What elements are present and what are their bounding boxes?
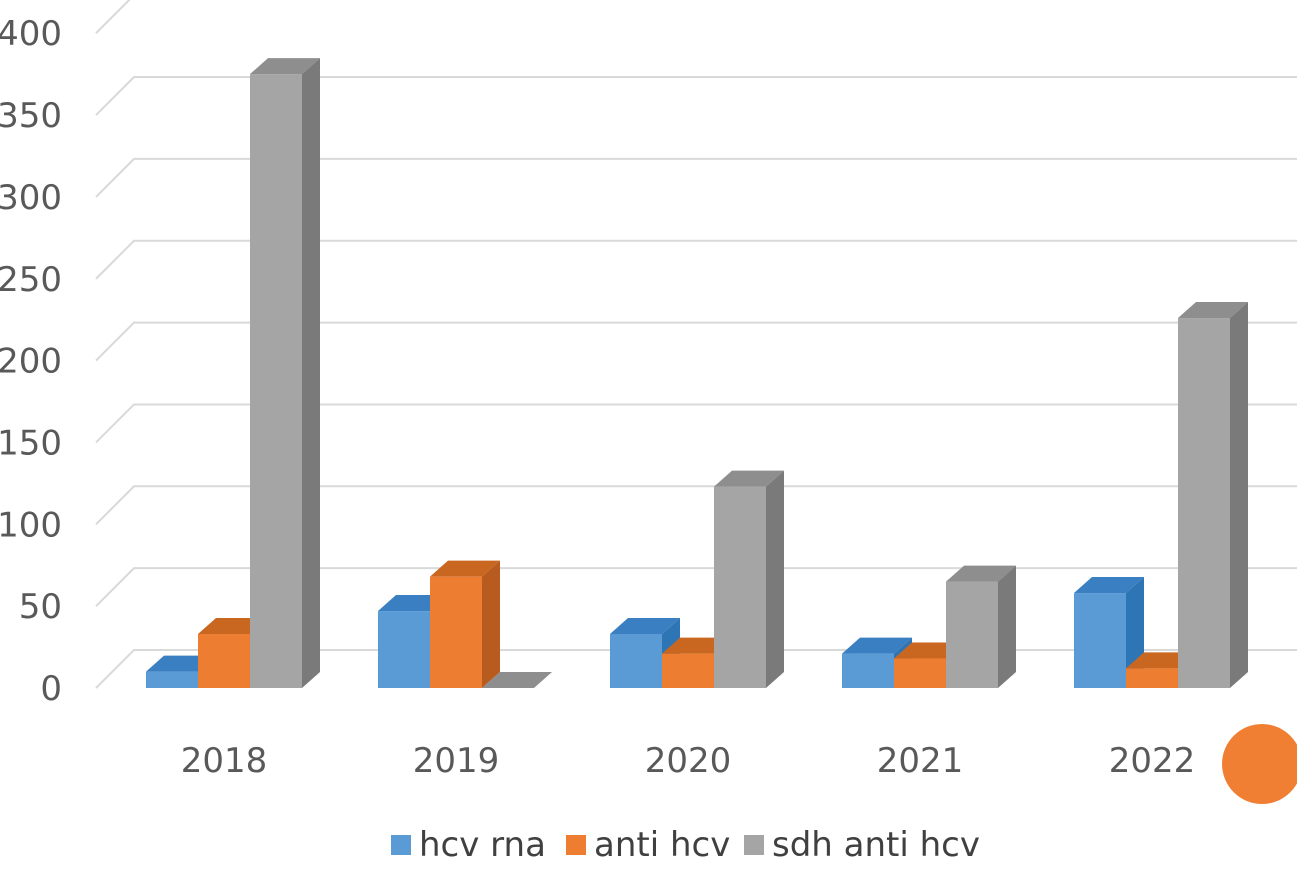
legend-label: hcv rna [419, 825, 546, 865]
bar-side [998, 565, 1016, 688]
bar-side [302, 58, 320, 688]
bar-front [1074, 593, 1126, 688]
x-category-label: 2019 [413, 741, 500, 781]
x-category-label: 2022 [1109, 741, 1196, 781]
y-tick-label: 50 [19, 587, 62, 627]
bar-front [430, 576, 482, 688]
gridline [95, 567, 1297, 607]
bar-side [766, 470, 784, 688]
bar [250, 58, 320, 688]
bar-side [482, 560, 500, 688]
decorative-circle [1222, 724, 1297, 804]
x-category-label: 2020 [645, 741, 732, 781]
y-tick-label: 250 [0, 260, 62, 300]
bar-top [430, 560, 500, 577]
bar-top [610, 617, 680, 634]
bar-front [610, 633, 662, 688]
bar [1074, 577, 1144, 688]
y-tick-label: 400 [0, 14, 62, 54]
bar-front [378, 611, 430, 688]
y-axis-ticks: 0 50 100 150 200 250 300 350 400 [0, 14, 62, 709]
bar [714, 470, 784, 688]
legend-swatch [391, 835, 411, 855]
bar-front [714, 486, 766, 688]
bar [430, 560, 500, 688]
bar-front [250, 74, 302, 688]
y-tick-label: 350 [0, 96, 62, 136]
y-tick-label: 200 [0, 342, 62, 382]
gridline [95, 0, 131, 34]
bar-top [1178, 302, 1248, 319]
y-tick-label: 300 [0, 178, 62, 218]
gridline [95, 485, 1297, 526]
bar-top [946, 565, 1016, 582]
gridline [95, 403, 1297, 444]
bar-front [1178, 318, 1230, 688]
bar-front [894, 658, 946, 688]
bar-front [1126, 668, 1178, 688]
bar-front [146, 671, 198, 688]
gridlines [95, 0, 1297, 689]
bar [482, 672, 552, 688]
gridline [95, 239, 1297, 280]
bar-top [1074, 577, 1144, 594]
x-category-label: 2018 [181, 741, 268, 781]
x-category-label: 2021 [877, 741, 964, 781]
bars [146, 58, 1248, 688]
x-axis-categories: 2018 2019 2020 2021 2022 [181, 741, 1196, 781]
bar-top [714, 470, 784, 487]
bar-front [198, 633, 250, 688]
legend-swatch [744, 835, 764, 855]
bar [946, 565, 1016, 688]
bar-front [946, 581, 998, 688]
bar-top [482, 672, 552, 688]
gridline [95, 157, 1297, 198]
bar-front [662, 653, 714, 688]
legend-label: anti hcv [594, 825, 730, 865]
y-tick-label: 150 [0, 423, 62, 463]
bar [1178, 302, 1248, 688]
bar-top [250, 58, 320, 75]
gridline [95, 321, 1297, 362]
y-tick-label: 100 [0, 505, 62, 545]
bar-front [842, 653, 894, 688]
legend-label: sdh anti hcv [772, 825, 980, 865]
bar-side [1230, 302, 1248, 688]
gridline [95, 76, 1297, 116]
y-tick-label: 0 [40, 669, 62, 709]
bar-top [842, 637, 912, 654]
legend-swatch [566, 835, 586, 855]
legend: hcv rna anti hcv sdh anti hcv [391, 825, 980, 865]
